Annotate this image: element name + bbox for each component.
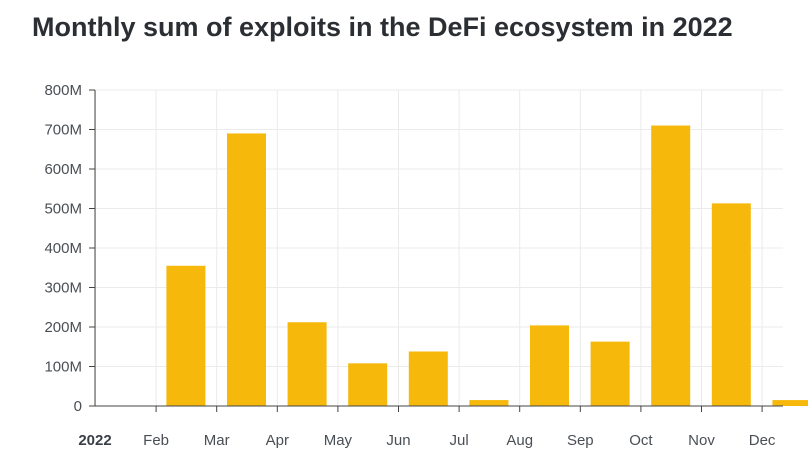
bar-apr <box>287 322 327 406</box>
bar-may <box>348 363 388 406</box>
x-tick-label: Oct <box>629 432 653 449</box>
x-tick-label: May <box>324 432 353 449</box>
x-tick-label: Mar <box>204 432 230 449</box>
y-tick-label: 300M <box>44 280 82 297</box>
y-tick-label: 600M <box>44 161 82 178</box>
chart-title: Monthly sum of exploits in the DeFi ecos… <box>32 12 733 42</box>
x-tick-label: Nov <box>688 432 715 449</box>
y-tick-label: 0 <box>74 398 82 415</box>
y-tick-label: 100M <box>44 359 82 376</box>
x-tick-label-year: 2022 <box>78 432 111 449</box>
bars <box>166 125 808 407</box>
tick-labels: 0 100M 200M 300M 400M 500M 600M 700M 800M 2022 Feb… <box>44 82 775 449</box>
y-tick-label: 200M <box>44 319 82 336</box>
bar-oct <box>651 125 691 407</box>
x-tick-label: Jul <box>450 432 469 449</box>
y-tick-label: 800M <box>44 82 82 99</box>
bar-dec <box>772 400 808 406</box>
bar-jul <box>469 400 509 406</box>
bar-sep <box>590 341 630 406</box>
y-tick-label: 400M <box>44 240 82 257</box>
x-tick-label: Jun <box>386 432 410 449</box>
x-tick-label: Feb <box>143 432 169 449</box>
bar-jun <box>408 351 448 406</box>
axes <box>89 89 783 412</box>
x-tick-label: Sep <box>567 432 594 449</box>
x-tick-label: Apr <box>266 432 289 449</box>
x-tick-label: Dec <box>749 432 776 449</box>
bar-nov <box>711 203 751 406</box>
y-tick-label: 500M <box>44 201 82 218</box>
x-tick-label: Aug <box>506 432 533 449</box>
bar-feb <box>166 265 206 406</box>
y-tick-label: 700M <box>44 122 82 139</box>
bar-mar <box>227 133 266 406</box>
bar-aug <box>530 325 569 406</box>
